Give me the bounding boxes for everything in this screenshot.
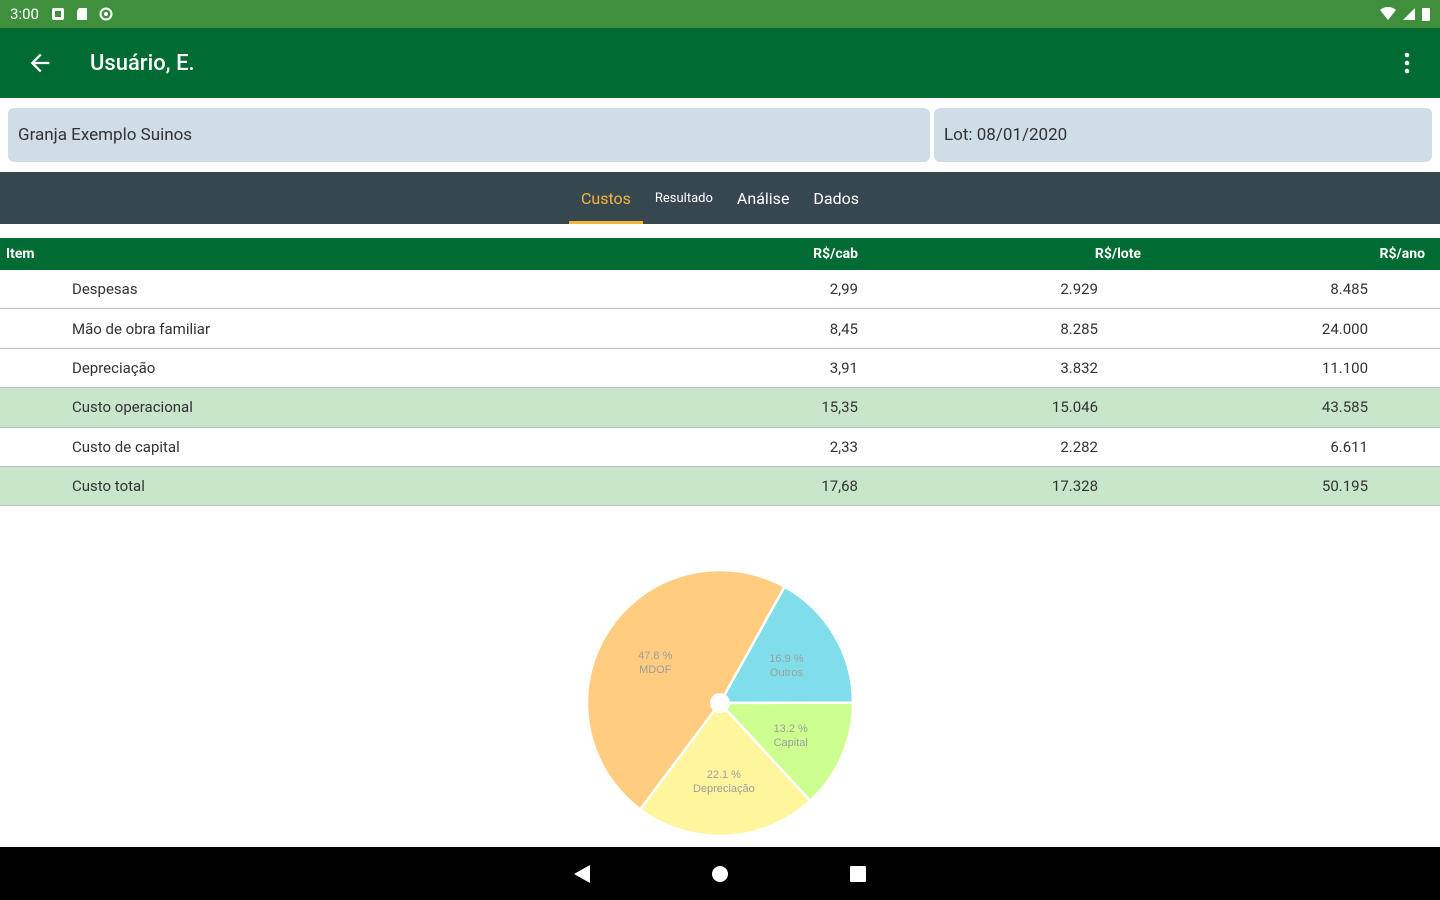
pie-name-label: MDOF	[639, 664, 672, 676]
overflow-menu-button[interactable]	[1374, 28, 1440, 98]
selector-row: Granja Exemplo Suinos Lot: 08/01/2020	[8, 108, 1432, 162]
cell-lote: 3.832	[1060, 358, 1098, 377]
cell-item: Depreciação	[72, 358, 156, 377]
tab-bar: Custos Resultado Análise Dados	[0, 172, 1440, 224]
cell-item: Mão de obra familiar	[72, 319, 211, 338]
table-body: Despesas 2,99 2.929 8.485 Mão de obra famili…	[0, 270, 1440, 507]
triangle-back-icon	[574, 864, 590, 883]
cell-lote: 2.929	[1060, 280, 1098, 299]
tab-resultado[interactable]: Resultado	[654, 190, 713, 206]
cost-table: Item R$/cab R$/lote R$/ano Despesas 2,99 2…	[0, 238, 1440, 507]
cell-item: Custo total	[72, 477, 145, 496]
pie-pct-label: 22.1 %	[707, 769, 741, 781]
header-item: Item	[6, 246, 35, 262]
tab-custos[interactable]: Custos	[568, 172, 643, 224]
circle-home-icon	[712, 865, 728, 882]
table-row: Despesas 2,99 2.929 8.485	[0, 270, 1440, 310]
table-header: Item R$/cab R$/lote R$/ano	[0, 238, 1440, 270]
nav-recents-button[interactable]	[843, 859, 873, 889]
back-button[interactable]	[0, 28, 80, 98]
pie-pct-label: 47.8 %	[638, 650, 672, 662]
table-row: Custo total 17,68 17.328 50.195	[0, 466, 1440, 507]
sd-card-icon	[76, 8, 87, 20]
cell-item: Custo de capital	[72, 437, 180, 456]
pie-pct-label: 13.2 %	[774, 723, 808, 735]
header-ano: R$/ano	[1379, 246, 1425, 262]
more-vert-icon	[1404, 52, 1410, 74]
system-nav-bar	[0, 847, 1440, 900]
pie-slice-mdof	[585, 568, 787, 812]
status-right	[1380, 7, 1430, 21]
app-bar: Usuário, E.	[0, 28, 1440, 98]
header-lote: R$/lote	[1094, 246, 1141, 262]
wifi-icon	[1380, 7, 1396, 20]
sync-icon	[99, 7, 113, 21]
nav-home-button[interactable]	[705, 859, 735, 889]
table-row: Mão de obra familiar 8,45 8.285 24.000	[0, 309, 1440, 349]
farm-selector[interactable]: Granja Exemplo Suinos	[8, 108, 930, 162]
cell-item: Despesas	[72, 280, 138, 299]
square-recents-icon	[850, 865, 866, 882]
cell-item: Custo operacional	[72, 398, 193, 417]
tab-dados[interactable]: Dados	[813, 188, 860, 208]
page-title: Usuário, E.	[90, 50, 195, 76]
table-row: Depreciação 3,91 3.832 11.100	[0, 349, 1440, 389]
cell-ano: 43.585	[1321, 398, 1368, 417]
nav-back-button[interactable]	[567, 859, 597, 889]
cell-lote: 8.285	[1060, 319, 1098, 338]
lot-selector[interactable]: Lot: 08/01/2020	[934, 108, 1432, 162]
pie-pct-label: 16.9 %	[769, 653, 803, 665]
cell-ano: 24.000	[1321, 319, 1368, 338]
header-cab: R$/cab	[813, 246, 858, 262]
cell-ano: 8.485	[1330, 280, 1368, 299]
pie-name-label: Outros	[770, 667, 804, 679]
cell-lote: 15.046	[1051, 398, 1098, 417]
pie-name-label: Capital	[774, 737, 808, 749]
status-bar: 3:00	[0, 0, 1440, 28]
tab-analise[interactable]: Análise	[736, 188, 790, 208]
pie-slice-depreciacao	[638, 701, 812, 838]
cell-cab: 8,45	[829, 319, 858, 338]
status-time: 3:00	[10, 5, 39, 23]
battery-icon	[1422, 8, 1430, 21]
pie-center-hole	[710, 693, 730, 713]
cell-lote: 2.282	[1060, 437, 1098, 456]
table-row: Custo de capital 2,33 2.282 6.611	[0, 428, 1440, 467]
notification-icon	[51, 8, 64, 20]
pie-slice-outros	[717, 584, 855, 705]
cell-cab: 3,91	[829, 358, 858, 377]
arrow-back-icon	[30, 53, 50, 73]
cell-cab: 2,33	[829, 437, 858, 456]
cell-ano: 6.611	[1330, 437, 1368, 456]
cell-lote: 17.328	[1051, 477, 1098, 496]
cell-cab: 17,68	[821, 477, 858, 496]
cell-cab: 15,35	[821, 398, 858, 417]
pie-name-label: Depreciação	[693, 783, 755, 795]
table-row: Custo operacional 15,35 15.046 43.585	[0, 388, 1440, 428]
pie-slice-capital	[717, 701, 855, 803]
signal-icon	[1403, 8, 1415, 20]
cell-cab: 2,99	[829, 280, 858, 299]
cell-ano: 11.100	[1321, 358, 1368, 377]
cost-pie-chart: 16.9 % Outros 13.2 % Capital 22.1 % Depreciaç…	[560, 555, 880, 855]
cell-ano: 50.195	[1321, 477, 1368, 496]
pie-svg: 16.9 % Outros 13.2 % Capital 22.1 % Depreciaç…	[585, 568, 855, 838]
